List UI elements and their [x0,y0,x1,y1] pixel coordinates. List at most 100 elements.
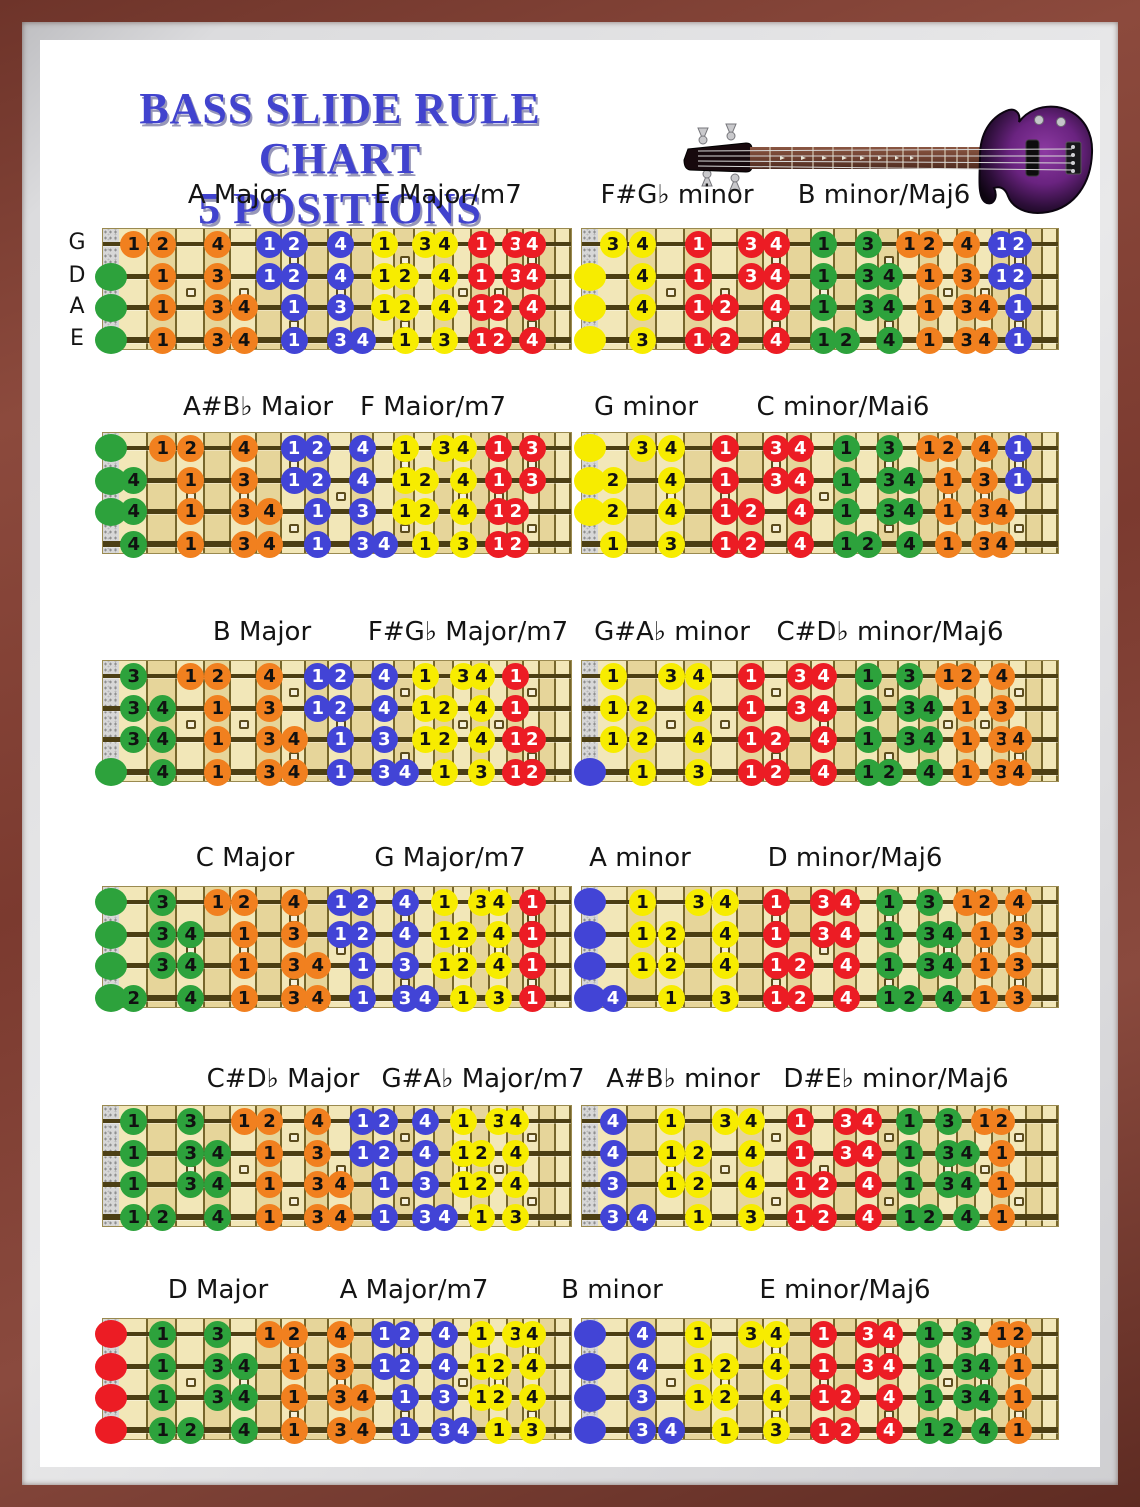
finger-dot: 1 [629,921,657,948]
fret-cell [1042,1319,1058,1439]
open-string-dot [95,758,127,786]
finger-dot: 4 [875,294,903,321]
finger-dot: 2 [230,888,258,916]
open-string-dot [95,1320,127,1348]
finger-dot: 2 [629,726,657,753]
finger-dot: 1 [256,1320,284,1348]
finger-dot: 3 [327,294,355,321]
nut [103,661,119,781]
finger-dot: 3 [786,662,814,690]
finger-dot: 4 [467,662,495,690]
finger-dot: 1 [149,434,177,462]
fret-cell [555,887,571,1007]
finger-dot: 4 [988,530,1016,558]
poster-page: BASS SLIDE RULE CHART 5 POSITIONS [40,40,1100,1467]
fret-cell [1026,887,1043,1007]
finger-dot: 3 [762,467,790,494]
finger-dot: 1 [685,1384,713,1411]
finger-dot: 4 [629,1353,657,1380]
finger-dot: 2 [349,921,377,948]
finger-dot: 4 [854,1107,882,1135]
inlay-marker [1013,687,1024,697]
finger-dot: 4 [327,1203,355,1231]
finger-dot: 1 [810,230,838,258]
finger-dot: 1 [391,1416,419,1444]
finger-dot: 2 [988,1107,1016,1135]
finger-dot: 1 [370,230,398,258]
fret-cell [1026,1319,1043,1439]
open-string-dot [574,951,606,980]
finger-dot: 1 [737,662,765,690]
finger-dot: 2 [657,921,685,948]
finger-dot: 4 [953,1203,981,1231]
finger-dot: 3 [256,726,284,753]
fret-cell [555,661,571,781]
fret-cell [1042,1106,1058,1226]
finger-dot: 1 [786,1107,814,1135]
finger-dot: 4 [177,984,205,1012]
finger-dot: 4 [629,1320,657,1348]
finger-dot: 1 [786,1140,814,1167]
finger-dot: 3 [518,467,546,494]
nut [582,661,598,781]
finger-dot: 3 [177,1140,205,1167]
open-string-dot [95,1416,127,1444]
fret-cell [351,661,374,781]
finger-dot: 3 [934,1107,962,1135]
open-string-dot [574,888,606,916]
finger-dot: 3 [711,984,739,1012]
inlay-marker [720,1164,731,1174]
finger-dot: 1 [875,952,903,979]
inlay-marker [943,1377,954,1387]
inlay-marker [979,719,990,729]
finger-dot: 1 [599,530,627,558]
inlay-marker [185,1377,196,1387]
board-label: A#B♭ Maior [182,392,334,422]
finger-dot: 4 [971,434,999,462]
finger-dot: 2 [204,662,232,690]
finger-dot: 4 [280,888,308,916]
finger-dot: 1 [518,952,546,979]
finger-dot: 1 [599,695,627,722]
finger-dot: 4 [854,1203,882,1231]
fret-cell [1026,433,1043,553]
finger-dot: 3 [810,921,838,948]
finger-dot: 4 [431,1203,458,1231]
finger-dot: 2 [657,952,685,979]
finger-dot: 1 [854,662,882,690]
finger-dot: 2 [411,467,439,494]
finger-dot: 1 [762,921,790,948]
string-label-g: G [68,230,86,255]
finger-dot: 2 [762,758,790,786]
fret-cell [788,1319,813,1439]
fret-cell [434,1106,455,1226]
finger-dot: 1 [349,952,377,979]
finger-dot: 4 [762,326,790,354]
finger-dot: 1 [204,888,232,916]
fret-cell [1042,887,1058,1007]
finger-dot: 3 [256,695,284,722]
finger-dot: 1 [120,230,148,258]
open-string-dot [95,920,127,949]
finger-dot: 1 [737,726,765,753]
finger-dot: 3 [599,1203,627,1231]
finger-dot: 1 [467,1320,495,1348]
finger-dot: 4 [832,952,860,979]
board-label: F#G♭ Major/m7 [367,617,569,647]
finger-dot: 4 [599,1107,627,1135]
inlay-marker [493,719,504,729]
finger-dot: 2 [449,921,477,948]
open-string-dot [574,497,606,526]
finger-dot: 1 [629,758,657,786]
fret-cell [555,1319,571,1439]
fret-cell [1042,433,1058,553]
inlay-marker [185,287,196,297]
finger-dot: 1 [685,326,713,354]
finger-dot: 1 [762,888,790,916]
fret-cell [1042,661,1058,781]
inlay-marker [289,1132,300,1142]
finger-dot: 1 [467,1203,495,1231]
finger-dot: 4 [370,530,398,558]
finger-dot: 3 [370,726,398,753]
